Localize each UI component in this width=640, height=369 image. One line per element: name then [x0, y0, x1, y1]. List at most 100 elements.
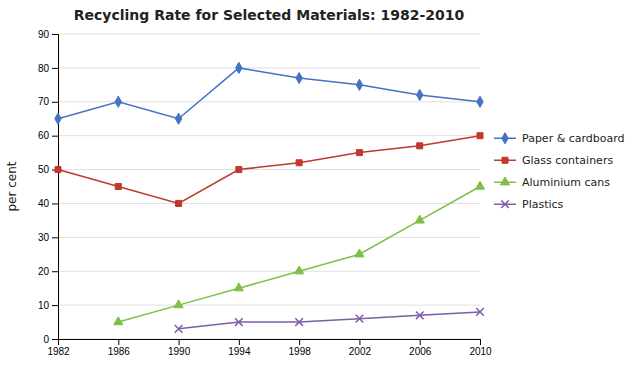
y-axis-title: per cent [5, 161, 19, 211]
series [55, 133, 483, 207]
legend-symbol [501, 200, 509, 208]
x-tick: 2010 [469, 339, 492, 357]
series-line [58, 68, 480, 119]
grid-line [58, 169, 480, 170]
series-line [179, 312, 480, 329]
series-line [118, 187, 480, 323]
y-tick-label: 40 [38, 198, 50, 209]
y-tick-mark [52, 237, 58, 238]
legend-label: Paper & cardboard [522, 132, 625, 145]
y-tick-mark [52, 339, 58, 340]
x-axis: 1982 1986 1990 1994 1998 2002 2006 2010 [47, 339, 492, 357]
x-tick-label: 1986 [108, 346, 131, 357]
y-tick-mark [52, 305, 58, 306]
point [415, 215, 424, 223]
y-tick-mark [52, 34, 58, 35]
point [115, 184, 121, 190]
legend-label: Plastics [522, 198, 564, 211]
legend-item: Glass containers [494, 154, 613, 167]
y-tick: 80 [38, 63, 58, 74]
x-tick-label: 1994 [228, 346, 251, 357]
x-tick-label: 2006 [409, 346, 432, 357]
y-tick-label: 70 [38, 96, 50, 107]
point [234, 283, 243, 291]
y-tick-mark [52, 203, 58, 204]
point [416, 89, 422, 100]
legend-item: Aluminium cans [494, 176, 610, 189]
legend-symbol [502, 133, 508, 144]
point [236, 62, 242, 73]
legend: Paper & cardboard Glass containers Alumini… [494, 132, 625, 211]
x-tick-label: 1990 [168, 346, 191, 357]
y-tick: 90 [38, 29, 58, 40]
x-tick: 1986 [108, 339, 131, 357]
legend-item: Paper & cardboard [494, 132, 625, 145]
y-tick: 70 [38, 96, 58, 107]
legend-symbol [502, 157, 508, 163]
y-tick-label: 50 [38, 164, 50, 175]
marks [55, 62, 485, 332]
x-tick-label: 1998 [289, 346, 312, 357]
point [417, 143, 423, 149]
legend-item: Plastics [494, 198, 564, 211]
point [356, 150, 362, 156]
series [175, 308, 484, 333]
x-axis-line [59, 340, 481, 346]
legend-symbol [500, 177, 509, 185]
point [235, 318, 243, 326]
point [475, 181, 484, 189]
grid-line [58, 271, 480, 272]
y-tick: 30 [38, 232, 58, 243]
point [176, 200, 182, 206]
point [296, 160, 302, 166]
x-tick: 2002 [349, 339, 372, 357]
x-tick-mark [118, 339, 119, 345]
point [174, 300, 183, 308]
x-tick: 1982 [47, 339, 70, 357]
grid-line [58, 34, 480, 35]
point [296, 72, 302, 83]
y-tick-mark [52, 136, 58, 137]
y-tick: 40 [38, 198, 58, 209]
x-tick: 1998 [289, 339, 312, 357]
y-tick: 20 [38, 266, 58, 277]
point [175, 113, 181, 124]
y-tick-label: 30 [38, 232, 50, 243]
plot-area: 1982 1986 1990 1994 1998 2002 2006 2010 0 10 20 30 4… [38, 29, 492, 357]
point [55, 167, 61, 173]
grid-line [58, 135, 480, 136]
y-tick-mark [52, 68, 58, 69]
point [55, 113, 61, 124]
x-tick-mark [179, 339, 180, 345]
point [356, 315, 364, 323]
y-axis: 0 10 20 30 40 50 60 70 80 90 [38, 29, 59, 345]
y-tick-label: 60 [38, 130, 50, 141]
legend-label: Aluminium cans [522, 176, 610, 189]
point [115, 96, 121, 107]
series [55, 62, 483, 124]
y-tick-label: 90 [38, 29, 50, 40]
x-tick-label: 2002 [349, 346, 372, 357]
y-tick: 0 [43, 334, 58, 345]
y-tick-label: 10 [38, 300, 50, 311]
x-tick-mark [239, 339, 240, 345]
x-tick-mark [480, 339, 481, 345]
y-tick-mark [52, 102, 58, 103]
y-axis-line [52, 35, 59, 340]
x-tick-label: 1982 [47, 346, 70, 357]
grid-line [58, 203, 480, 204]
grid [58, 34, 480, 339]
legend-label: Glass containers [522, 154, 613, 167]
x-tick-mark [420, 339, 421, 345]
point [416, 311, 424, 319]
x-tick: 1990 [168, 339, 191, 357]
point [356, 79, 362, 90]
y-tick: 60 [38, 130, 58, 141]
x-tick: 2006 [409, 339, 432, 357]
series-line [58, 136, 480, 204]
point [114, 317, 123, 325]
point [477, 96, 483, 107]
y-tick-label: 20 [38, 266, 50, 277]
x-tick-mark [299, 339, 300, 345]
point [476, 308, 484, 316]
